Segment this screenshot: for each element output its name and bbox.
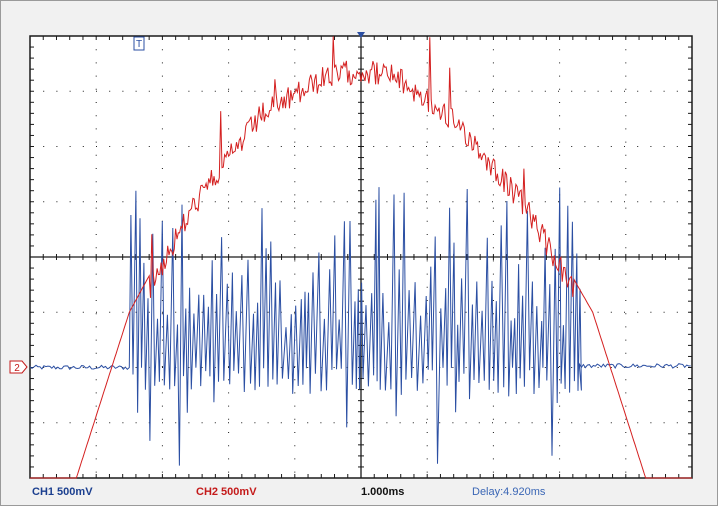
trigger-position-arrow (357, 32, 365, 38)
ch2-trace (30, 36, 692, 479)
ch1-scale-label: CH1 500mV (32, 486, 93, 498)
trigger-marker-label: T (136, 39, 142, 50)
ch2-scale-label: CH2 500mV (196, 486, 257, 498)
timebase-label: 1.000ms (361, 486, 404, 498)
delay-label: Delay:4.920ms (472, 486, 546, 498)
ch1-trace (29, 187, 691, 466)
ch2-ground-marker[interactable]: 2 (9, 360, 28, 374)
traces (29, 36, 692, 479)
ch2-ground-marker-label: 2 (14, 363, 20, 374)
trigger-marker[interactable]: T (133, 36, 145, 51)
